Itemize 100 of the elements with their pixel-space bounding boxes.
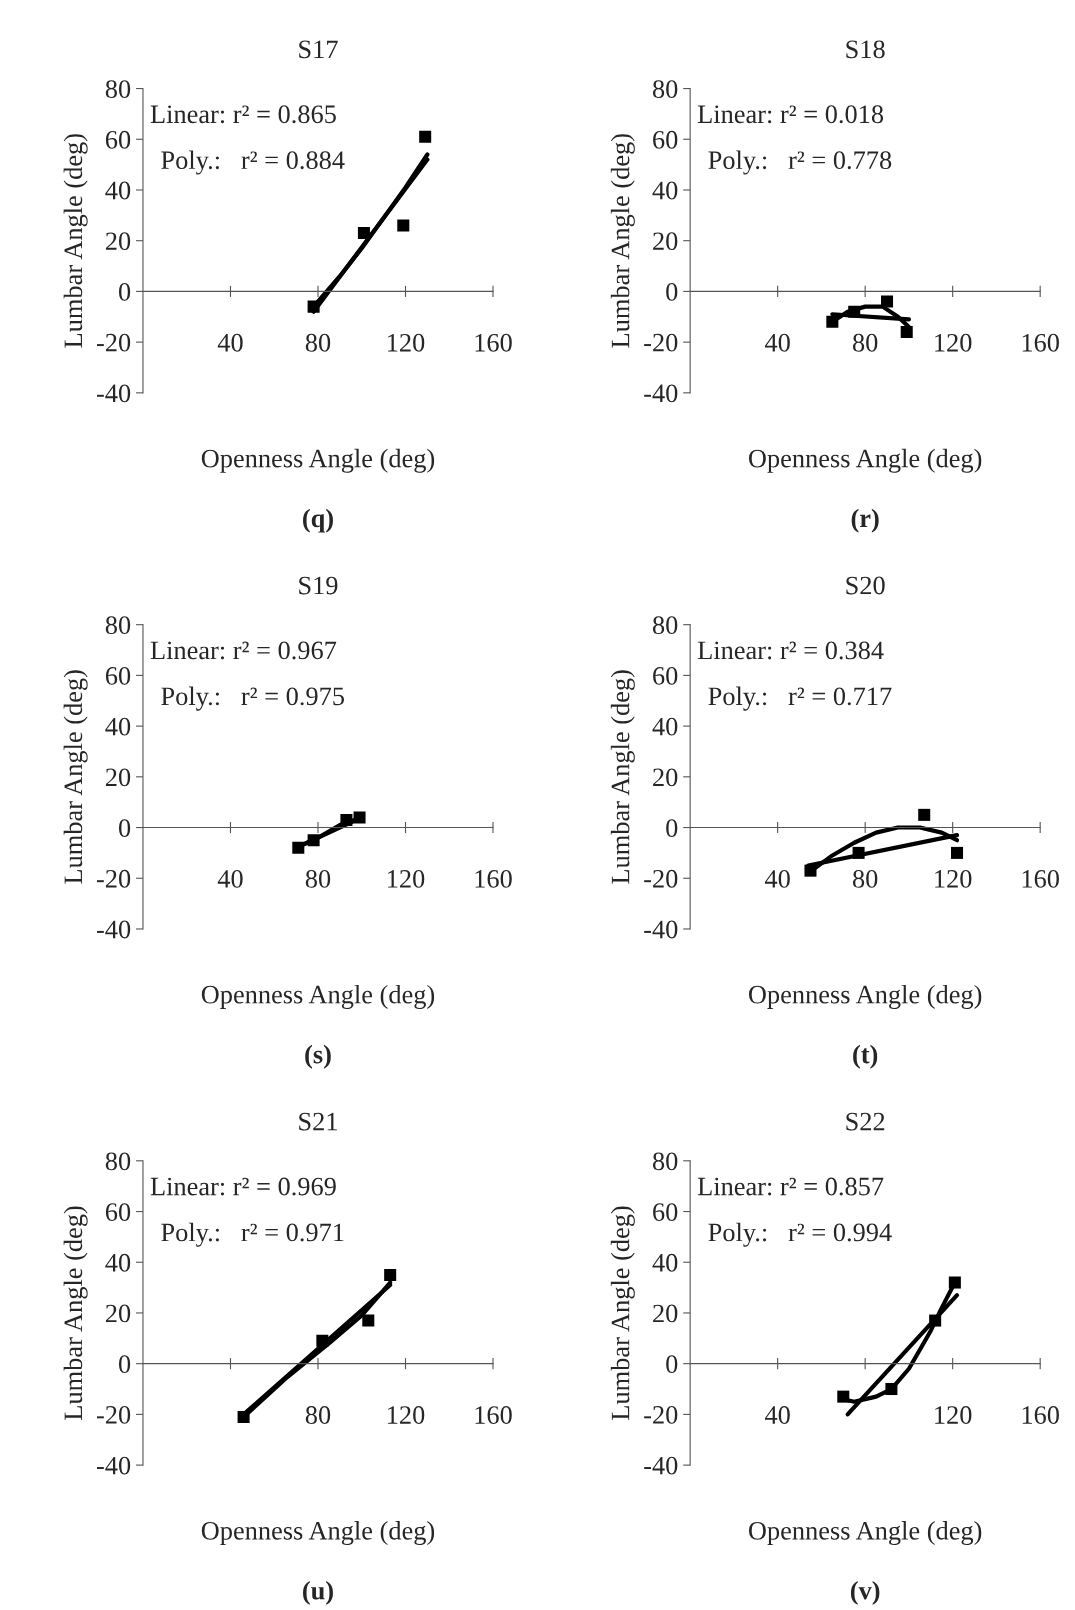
annotation: Poly.: r² = 0.778 (708, 150, 892, 175)
y-tick-label: 80 (105, 1152, 131, 1171)
x-tick-label: 160 (1022, 333, 1059, 352)
x-tick-label: 40 (217, 869, 243, 888)
x-axis-title: Openness Angle (deg) (201, 448, 435, 473)
x-tick-label: 80 (852, 333, 878, 352)
y-tick-label: 40 (652, 717, 678, 736)
y-tick-label: -20 (644, 1405, 678, 1424)
y-axis-title: Lumbar Angle (deg) (63, 1206, 88, 1420)
y-tick-label: -20 (644, 333, 678, 352)
y-tick-label: 80 (652, 80, 678, 98)
y-tick-label: 0 (666, 1355, 678, 1374)
x-tick-label: 120 (388, 869, 425, 888)
y-tick-label: -40 (644, 920, 678, 939)
y-tick-label: -40 (644, 384, 678, 403)
y-tick-label: 20 (105, 768, 131, 787)
annotation: Poly.: r² = 0.971 (161, 1222, 344, 1247)
text: (u) (303, 1580, 333, 1605)
x-tick-label: 160 (475, 1406, 512, 1424)
y-tick-label: -40 (96, 384, 131, 403)
y-tick-label: 60 (653, 667, 678, 685)
x-tick-label: 120 (935, 333, 972, 352)
y-tick-label: 60 (653, 130, 678, 149)
y-tick-label: 40 (105, 1253, 131, 1272)
y-tick-label: 60 (105, 1203, 131, 1221)
x-axis-title: Openness Angle (deg) (748, 984, 982, 1009)
y-tick-label: -20 (96, 333, 131, 352)
y-tick-label: -40 (96, 1456, 131, 1475)
text: (t) (853, 1044, 878, 1069)
y-tick-label: 0 (118, 1355, 131, 1374)
annotation: Poly.: r² = 0.975 (161, 686, 344, 711)
annotation: Poly.: r² = 0.717 (708, 686, 892, 711)
y-axis-title: Lumbar Angle (deg) (610, 134, 635, 348)
y-tick-label: 0 (118, 819, 131, 837)
x-tick-label: 120 (388, 1406, 425, 1424)
x-tick-label: 160 (1022, 1406, 1059, 1424)
chart-title: S21 (299, 1112, 337, 1131)
annotation: Linear: r² = 0.967 (150, 641, 337, 660)
y-axis-title: Lumbar Angle (deg) (63, 670, 88, 884)
y-tick-label: 20 (653, 232, 678, 251)
y-tick-label: 80 (652, 616, 678, 635)
x-tick-label: 40 (217, 333, 243, 352)
chart-title: S19 (299, 576, 338, 595)
x-tick-label: 40 (764, 1406, 790, 1424)
x-axis-title: Openness Angle (deg) (748, 1521, 982, 1546)
y-tick-label: -40 (96, 920, 131, 939)
x-tick-label: 160 (475, 333, 512, 352)
y-tick-label: 80 (105, 616, 131, 635)
text: (v) (850, 1580, 880, 1605)
y-tick-label: 60 (653, 1203, 678, 1221)
annotation: Linear: r² = 0.384 (697, 641, 884, 660)
y-tick-label: 20 (105, 1304, 131, 1323)
x-axis-title: Openness Angle (deg) (201, 1521, 435, 1546)
x-tick-label: 160 (1022, 869, 1059, 888)
y-axis-title: Lumbar Angle (deg) (610, 1206, 635, 1420)
x-tick-label: 120 (935, 1406, 972, 1424)
chart-title: S18 (846, 40, 885, 59)
y-tick-label: -20 (644, 869, 678, 888)
y-tick-label: 20 (105, 232, 131, 251)
y-tick-label: 40 (105, 181, 131, 200)
y-tick-label: 40 (652, 181, 678, 200)
x-tick-label: 120 (388, 333, 425, 352)
y-tick-label: 60 (105, 130, 131, 149)
annotation: Linear: r² = 0.865 (150, 105, 336, 124)
chart-title: S22 (846, 1112, 885, 1131)
annotation: Linear: r² = 0.857 (697, 1177, 884, 1196)
x-tick-label: 80 (305, 333, 331, 352)
y-tick-label: 20 (653, 1304, 678, 1323)
chart-title: S20 (846, 576, 885, 595)
annotation: Poly.: r² = 0.884 (161, 150, 345, 175)
x-tick-label: 80 (305, 1406, 331, 1424)
text: (r) (851, 508, 879, 533)
x-axis-title: Openness Angle (deg) (748, 448, 982, 473)
y-axis-title: Lumbar Angle (deg) (63, 134, 88, 348)
x-tick-label: 80 (305, 869, 331, 888)
y-tick-label: 0 (666, 283, 678, 301)
y-tick-label: 80 (652, 1152, 678, 1171)
x-axis-title: Openness Angle (deg) (201, 984, 435, 1009)
x-tick-label: 40 (764, 333, 790, 352)
y-tick-label: -20 (96, 1405, 131, 1424)
annotation: Linear: r² = 0.018 (697, 105, 884, 124)
x-tick-label: 80 (852, 869, 878, 888)
y-tick-label: 60 (105, 667, 131, 685)
chart-title: S17 (299, 40, 338, 59)
y-tick-label: 80 (105, 80, 131, 98)
y-axis-title: Lumbar Angle (deg) (610, 670, 635, 884)
y-tick-label: 40 (105, 717, 131, 736)
y-tick-label: 20 (653, 768, 678, 787)
y-tick-label: 0 (666, 819, 678, 837)
annotation: Poly.: r² = 0.994 (708, 1222, 892, 1247)
y-tick-label: 40 (652, 1253, 678, 1272)
y-tick-label: -40 (644, 1456, 678, 1475)
x-tick-label: 40 (764, 869, 790, 888)
x-tick-label: 160 (475, 869, 512, 888)
annotation: Linear: r² = 0.969 (150, 1177, 336, 1196)
text: (q) (303, 508, 333, 533)
y-tick-label: -20 (96, 869, 131, 888)
x-tick-label: 120 (935, 869, 972, 888)
text: (s) (305, 1044, 331, 1069)
y-tick-label: 0 (118, 283, 131, 301)
